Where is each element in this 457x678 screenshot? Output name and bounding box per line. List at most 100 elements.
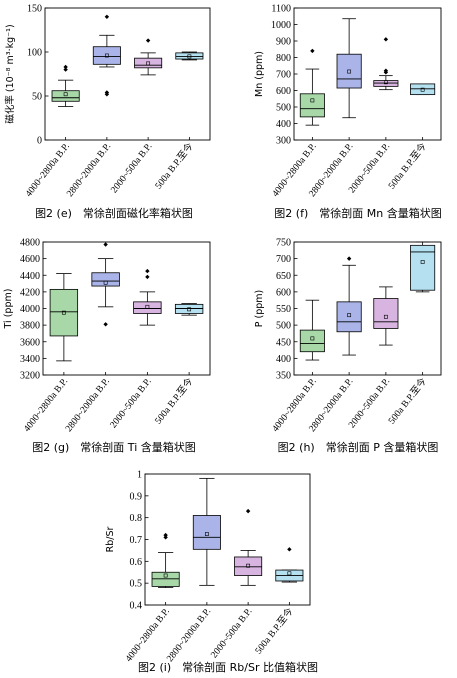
box-iqr xyxy=(234,556,263,576)
figure-caption: 图2 (f) 常徐剖面 Mn 含量箱状图 xyxy=(274,206,441,220)
y-tick-label: 700 xyxy=(276,254,291,265)
outlier-point xyxy=(145,268,150,274)
mean-marker xyxy=(420,87,425,92)
y-tick-label: 4600 xyxy=(20,254,40,265)
x-category-label: 2800~2000a B.P. xyxy=(64,377,112,434)
y-tick-label: 1100 xyxy=(271,4,291,15)
outlier-point xyxy=(103,242,108,247)
box-iqr xyxy=(151,571,180,587)
y-tick-label: 0.6 xyxy=(130,557,143,568)
outlier-point xyxy=(346,256,352,261)
mean-marker xyxy=(63,92,68,97)
mean-marker xyxy=(103,280,108,285)
mean-marker xyxy=(204,532,209,536)
outlier-point xyxy=(310,48,315,54)
box-iqr xyxy=(49,288,79,337)
y-tick-label: 500 xyxy=(276,321,291,332)
box-iqr xyxy=(336,53,362,89)
mean-marker xyxy=(310,98,315,103)
mean-marker xyxy=(187,54,192,59)
plot-frame xyxy=(293,7,442,141)
box-iqr xyxy=(299,93,325,118)
mean-marker xyxy=(383,314,388,319)
x-category-label: 4000~2800a B.P. xyxy=(22,377,70,434)
x-category-label: 2800~2000a B.P. xyxy=(65,142,113,199)
y-tick-label: 3600 xyxy=(20,337,40,348)
y-tick-label: 400 xyxy=(276,119,291,130)
mean-marker xyxy=(347,69,352,74)
box-iqr xyxy=(192,515,221,550)
figure-caption: 图2 (h) 常徐剖面 P 含量箱状图 xyxy=(278,440,439,454)
mean-marker xyxy=(287,571,292,576)
plot-frame xyxy=(44,7,211,141)
x-category-label: 2000~500a B.P. xyxy=(109,377,154,431)
y-axis-label: P (ppm) xyxy=(254,290,265,327)
y-tick-label: 1 xyxy=(137,470,142,481)
box-iqr xyxy=(91,272,120,287)
y-axis-label: Mn (ppm) xyxy=(254,51,265,97)
y-tick-label: 300 xyxy=(276,136,291,147)
y-tick-label: 4000 xyxy=(20,304,40,315)
mean-marker xyxy=(146,61,151,66)
mean-marker xyxy=(383,80,388,85)
mean-marker xyxy=(61,310,66,315)
box-iqr xyxy=(134,57,163,69)
y-tick-label: 600 xyxy=(276,287,291,298)
y-tick-label: 0.4 xyxy=(130,601,143,612)
outlier-point xyxy=(383,70,389,75)
mean-marker xyxy=(246,563,251,568)
mean-marker xyxy=(145,304,150,309)
y-tick-label: 0.5 xyxy=(130,579,143,590)
y-axis-label: Ti (ppm) xyxy=(3,289,14,330)
x-category-label: 4000~2800a B.P. xyxy=(24,142,72,199)
mean-marker xyxy=(420,260,425,264)
y-tick-label: 0.8 xyxy=(130,513,143,524)
y-tick-label: 550 xyxy=(276,304,291,315)
y-tick-label: 0 xyxy=(37,136,42,147)
outlier-point xyxy=(103,322,108,327)
y-tick-label: 4400 xyxy=(20,271,40,282)
y-tick-label: 0.9 xyxy=(130,491,143,502)
box-iqr xyxy=(410,244,436,291)
figure-caption: 图2 (i) 常徐剖面 Rb/Sr 比值箱状图 xyxy=(138,660,318,674)
box-iqr xyxy=(133,301,162,314)
x-category-label: 2000~500a B.P. xyxy=(109,142,154,196)
y-tick-label: 800 xyxy=(276,53,291,64)
figure-caption: 图2 (e) 常徐剖面磁化率箱状图 xyxy=(35,206,193,220)
x-category-label: 4000~2800a B.P. xyxy=(124,607,172,664)
mean-marker xyxy=(163,573,168,578)
y-tick-label: 900 xyxy=(276,37,291,48)
mean-marker xyxy=(347,313,352,318)
figure-caption: 图2 (g) 常徐剖面 Ti 含量箱状图 xyxy=(32,440,196,454)
outlier-point xyxy=(104,90,110,95)
box-iqr xyxy=(92,46,121,65)
y-tick-label: 1000 xyxy=(271,20,291,31)
y-tick-label: 700 xyxy=(276,70,291,81)
y-tick-label: 4800 xyxy=(20,238,40,249)
box-iqr xyxy=(299,329,325,353)
outlier-point xyxy=(163,532,168,538)
y-axis-label: Rb/Sr xyxy=(105,527,116,553)
mean-marker xyxy=(187,307,192,312)
y-axis-label: 磁化率 (10⁻⁸ m³·kg⁻¹) xyxy=(4,24,16,123)
y-tick-label: 650 xyxy=(276,271,291,282)
y-tick-label: 100 xyxy=(27,48,42,59)
x-category-label: 500a B.P.至今 xyxy=(152,140,196,191)
outlier-point xyxy=(63,64,68,70)
y-tick-label: 3400 xyxy=(20,354,40,365)
y-tick-label: 500 xyxy=(276,103,291,114)
y-tick-label: 600 xyxy=(276,86,291,97)
panel-g-ti: 3200 3400 3600 3800 4000 4200 4400 4600 4800 Ti (… xyxy=(3,238,211,454)
x-category-label: 2800~2000a B.P. xyxy=(165,607,213,664)
box-iqr xyxy=(373,298,399,329)
outlier-point xyxy=(104,14,110,19)
y-tick-label: 3200 xyxy=(20,371,40,382)
panel-e-magnetic-susceptibility: 0 50 100 150 磁化率 (10⁻⁸ m³·kg⁻¹) 4000~2800a B.… xyxy=(4,4,211,220)
outlier-point xyxy=(245,508,251,514)
outlier-point xyxy=(63,67,68,72)
mean-marker xyxy=(104,53,109,58)
mean-marker xyxy=(310,336,315,341)
